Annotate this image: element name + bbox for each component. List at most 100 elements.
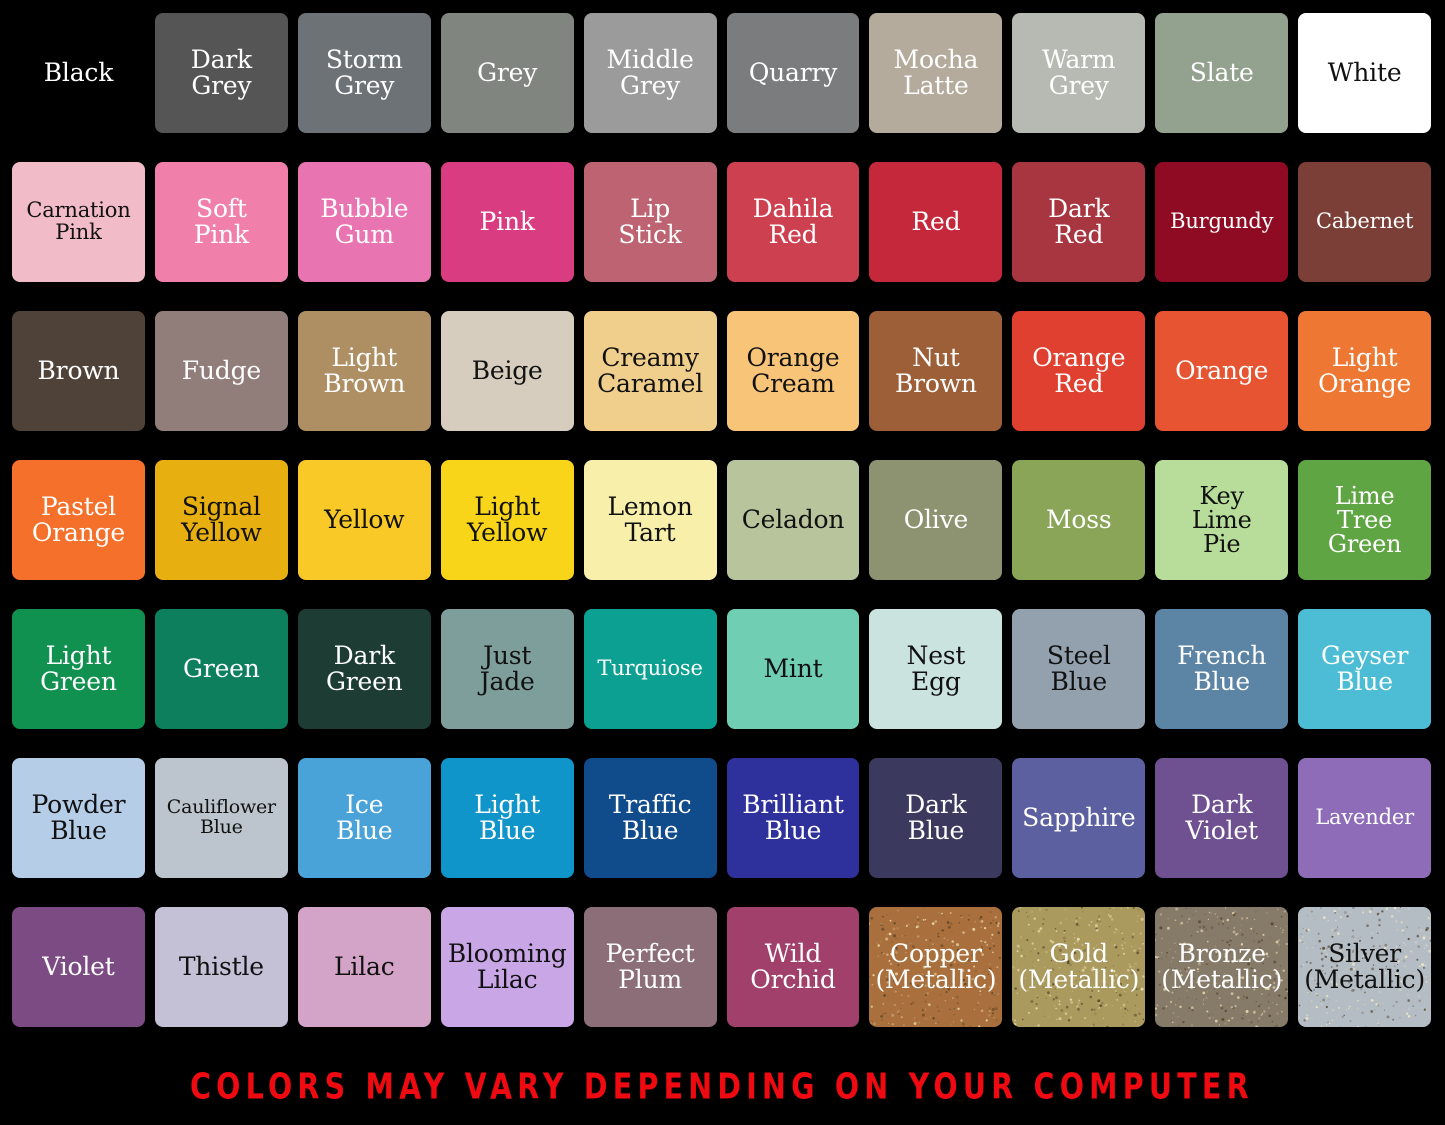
color-swatch-label: Creamy Caramel (597, 343, 704, 398)
color-swatch-red[interactable]: Red (869, 162, 1003, 282)
color-swatch-cabernet[interactable]: Cabernet (1298, 162, 1432, 282)
color-swatch-ice-blue[interactable]: Ice Blue (297, 758, 431, 878)
color-swatch-light-yellow[interactable]: Light Yellow (440, 460, 574, 580)
color-swatch-nut-brown[interactable]: Nut Brown (869, 311, 1003, 431)
color-swatch-label: Key Lime Pie (1191, 482, 1252, 558)
color-swatch-label: Orange (1175, 356, 1269, 386)
color-swatch-violet[interactable]: Violet (12, 907, 145, 1027)
color-swatch-yellow[interactable]: Yellow (297, 460, 431, 580)
color-swatch-label: Lavender (1315, 805, 1414, 830)
color-swatch-label: Lemon Tart (607, 492, 693, 547)
color-swatch-nest-egg[interactable]: Nest Egg (869, 609, 1003, 729)
color-swatch-geyser-blue[interactable]: Geyser Blue (1298, 609, 1432, 729)
color-swatch-dark-violet[interactable]: Dark Violet (1155, 758, 1289, 878)
color-swatch-turquiose[interactable]: Turquiose (583, 609, 717, 729)
color-swatch-bronze-metallic[interactable]: Bronze (Metallic) (1155, 907, 1289, 1027)
color-swatch-label: Nest Egg (906, 641, 966, 696)
color-swatch-label: Lip Stick (618, 194, 682, 249)
color-swatch-orange[interactable]: Orange (1155, 311, 1289, 431)
color-swatch-blooming-lilac[interactable]: Blooming Lilac (440, 907, 574, 1027)
color-swatch-signal-yellow[interactable]: Signal Yellow (154, 460, 288, 580)
color-swatch-label: Gold (Metallic) (1018, 939, 1140, 994)
color-swatch-storm-grey[interactable]: Storm Grey (297, 13, 431, 133)
color-swatch-thistle[interactable]: Thistle (154, 907, 288, 1027)
color-swatch-label: Orange Red (1032, 343, 1126, 398)
color-swatch-brown[interactable]: Brown (12, 311, 145, 431)
color-swatch-middle-grey[interactable]: Middle Grey (583, 13, 717, 133)
color-swatch-olive[interactable]: Olive (869, 460, 1003, 580)
color-swatch-orange-cream[interactable]: Orange Cream (726, 311, 860, 431)
color-swatch-traffic-blue[interactable]: Traffic Blue (583, 758, 717, 878)
color-swatch-brilliant-blue[interactable]: Brilliant Blue (726, 758, 860, 878)
color-swatch-label: Burgundy (1170, 209, 1274, 234)
color-swatch-steel-blue[interactable]: Steel Blue (1012, 609, 1146, 729)
color-swatch-label: Dark Blue (905, 790, 967, 845)
color-swatch-label: Sapphire (1022, 803, 1136, 833)
color-swatch-pink[interactable]: Pink (440, 162, 574, 282)
color-swatch-label: Moss (1046, 505, 1112, 535)
color-swatch-label: Mint (763, 654, 823, 684)
color-swatch-sapphire[interactable]: Sapphire (1012, 758, 1146, 878)
color-swatch-mint[interactable]: Mint (726, 609, 860, 729)
color-swatch-label: Brilliant Blue (742, 790, 844, 845)
color-swatch-light-brown[interactable]: Light Brown (297, 311, 431, 431)
color-swatch-black[interactable]: Black (12, 13, 145, 133)
color-swatch-copper-metallic[interactable]: Copper (Metallic) (869, 907, 1003, 1027)
color-swatch-dark-grey[interactable]: Dark Grey (154, 13, 288, 133)
color-swatch-orange-red[interactable]: Orange Red (1012, 311, 1146, 431)
color-swatch-quarry[interactable]: Quarry (726, 13, 860, 133)
swatch-row-greens-blues: Light Green Green Dark Green Just Jade Turqu… (12, 609, 1432, 729)
color-swatch-gold-metallic[interactable]: Gold (Metallic) (1012, 907, 1146, 1027)
color-swatch-label: Violet (42, 952, 115, 982)
color-swatch-label: Storm Grey (325, 45, 403, 100)
color-swatch-label: Quarry (748, 58, 838, 88)
color-swatch-silver-metallic[interactable]: Silver (Metallic) (1298, 907, 1432, 1027)
color-swatch-light-orange[interactable]: Light Orange (1298, 311, 1432, 431)
color-swatch-label: Black (43, 58, 114, 88)
color-swatch-grey[interactable]: Grey (440, 13, 574, 133)
color-swatch-dark-green[interactable]: Dark Green (297, 609, 431, 729)
footer-disclaimer: COLORS MAY VARY DEPENDING ON YOUR COMPUT… (12, 1056, 1431, 1125)
color-swatch-celadon[interactable]: Celadon (726, 460, 860, 580)
color-swatch-green[interactable]: Green (154, 609, 288, 729)
color-swatch-label: Brown (37, 356, 120, 386)
color-swatch-moss[interactable]: Moss (1012, 460, 1146, 580)
color-swatch-label: Thistle (178, 952, 264, 982)
color-swatch-creamy-caramel[interactable]: Creamy Caramel (583, 311, 717, 431)
color-swatch-dahila-red[interactable]: Dahila Red (726, 162, 860, 282)
color-swatch-lavender[interactable]: Lavender (1298, 758, 1432, 878)
color-swatch-lip-stick[interactable]: Lip Stick (583, 162, 717, 282)
color-swatch-label: Soft Pink (193, 194, 249, 249)
color-swatch-dark-blue[interactable]: Dark Blue (869, 758, 1003, 878)
color-swatch-label: French Blue (1177, 641, 1267, 696)
color-swatch-perfect-plum[interactable]: Perfect Plum (583, 907, 717, 1027)
color-swatch-pastel-orange[interactable]: Pastel Orange (12, 460, 145, 580)
color-swatch-fudge[interactable]: Fudge (154, 311, 288, 431)
color-swatch-beige[interactable]: Beige (440, 311, 574, 431)
color-swatch-burgundy[interactable]: Burgundy (1155, 162, 1289, 282)
color-swatch-mocha-latte[interactable]: Mocha Latte (869, 13, 1003, 133)
color-swatch-bubble-gum[interactable]: Bubble Gum (297, 162, 431, 282)
color-swatch-light-green[interactable]: Light Green (12, 609, 145, 729)
color-swatch-cauliflower-blue[interactable]: Cauliflower Blue (154, 758, 288, 878)
color-swatch-label: Dark Red (1048, 194, 1110, 249)
color-swatch-light-blue[interactable]: Light Blue (440, 758, 574, 878)
color-swatch-slate[interactable]: Slate (1155, 13, 1289, 133)
color-swatch-key-lime-pie[interactable]: Key Lime Pie (1155, 460, 1289, 580)
color-swatch-label: Light Brown (323, 343, 406, 398)
color-swatch-powder-blue[interactable]: Powder Blue (12, 758, 145, 878)
color-swatch-wild-orchid[interactable]: Wild Orchid (726, 907, 860, 1027)
color-swatch-lime-tree-green[interactable]: Lime Tree Green (1298, 460, 1432, 580)
color-swatch-carnation-pink[interactable]: Carnation Pink (12, 162, 145, 282)
color-swatch-label: Turquiose (597, 656, 703, 681)
color-swatch-french-blue[interactable]: French Blue (1155, 609, 1289, 729)
color-swatch-dark-red[interactable]: Dark Red (1012, 162, 1146, 282)
color-swatch-just-jade[interactable]: Just Jade (440, 609, 574, 729)
color-swatch-soft-pink[interactable]: Soft Pink (154, 162, 288, 282)
color-swatch-warm-grey[interactable]: Warm Grey (1012, 13, 1146, 133)
color-swatch-lemon-tart[interactable]: Lemon Tart (583, 460, 717, 580)
color-swatch-lilac[interactable]: Lilac (297, 907, 431, 1027)
color-swatch-white[interactable]: White (1298, 13, 1432, 133)
color-swatch-label: Dark Green (325, 641, 403, 696)
color-swatch-label: Cabernet (1315, 209, 1414, 234)
